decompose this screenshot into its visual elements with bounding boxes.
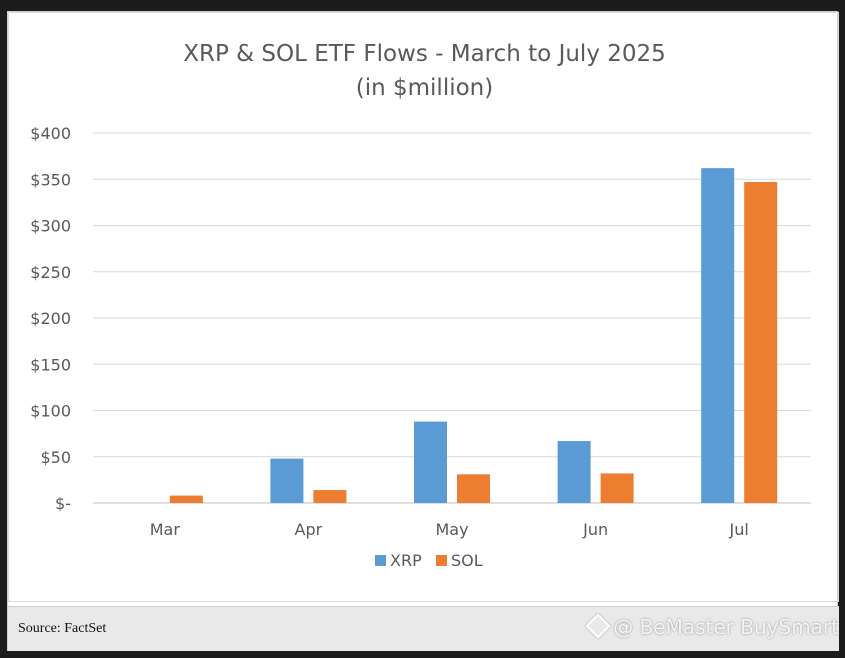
bar-xrp-may — [414, 421, 447, 503]
y-tick-label: $100 — [30, 402, 71, 421]
legend-label-xrp: XRP — [390, 551, 422, 570]
y-tick-label: $400 — [30, 124, 71, 143]
x-tick-label: Mar — [150, 520, 181, 539]
y-tick-label: $300 — [30, 217, 71, 236]
y-tick-label: $- — [55, 494, 71, 513]
chart-title-block: XRP & SOL ETF Flows - March to July 2025… — [9, 37, 840, 105]
watermark: @ BeMaster BuySmart — [585, 613, 839, 639]
y-tick-label: $200 — [30, 309, 71, 328]
legend-swatch-sol — [436, 555, 447, 566]
bar-sol-may — [457, 474, 490, 503]
diamond-logo-icon — [585, 613, 611, 639]
x-tick-label: Jun — [582, 520, 608, 539]
x-tick-label: May — [435, 520, 468, 539]
chart-subtitle: (in $million) — [355, 75, 494, 101]
x-tick-label: Jul — [729, 520, 749, 539]
chart-frame: XRP & SOL ETF Flows - March to July 2025… — [7, 11, 839, 651]
watermark-text: @ BeMaster BuySmart — [613, 615, 839, 639]
legend-swatch-xrp — [375, 555, 386, 566]
chart-area: XRP & SOL ETF Flows - March to July 2025… — [8, 12, 839, 602]
y-tick-label: $150 — [30, 355, 71, 374]
bar-xrp-jul — [701, 168, 735, 503]
bar-chart: $- $50 $100 $150 $200 $250 $300 $350 $400 Mar Apr M… — [30, 124, 811, 570]
bar-sol-jul — [744, 182, 778, 503]
y-tick-label: $250 — [30, 263, 71, 282]
legend-label-sol: SOL — [451, 551, 483, 570]
y-tick-label: $350 — [30, 170, 71, 189]
bar-xrp-jun — [557, 441, 591, 503]
bar-xrp-apr — [270, 458, 304, 503]
x-tick-label: Apr — [295, 520, 323, 539]
source-note: Source: FactSet — [18, 621, 107, 636]
y-tick-label: $50 — [40, 448, 71, 467]
chart-title: XRP & SOL ETF Flows - March to July 2025 — [183, 41, 666, 67]
bar-sol-apr — [313, 490, 347, 503]
bar-sol-jun — [600, 473, 634, 503]
footer-bar: Source: FactSet @ BeMaster BuySmart — [8, 606, 839, 651]
bar-sol-mar — [169, 495, 203, 503]
